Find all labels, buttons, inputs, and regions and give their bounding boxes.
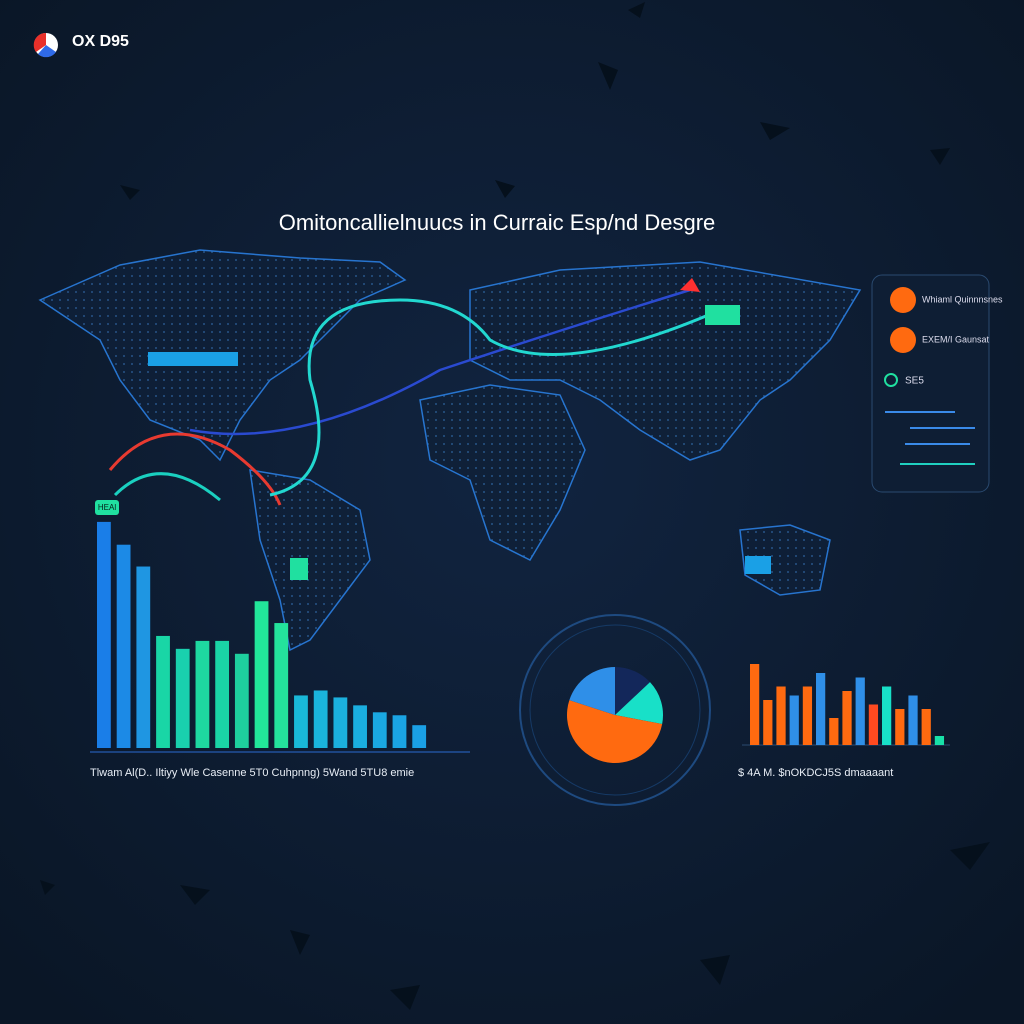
bar <box>908 695 918 745</box>
bar <box>195 640 210 748</box>
bar <box>333 697 348 748</box>
bar <box>97 521 111 748</box>
panel-icon <box>890 287 916 313</box>
bar <box>882 686 892 745</box>
pie-slice <box>615 682 663 724</box>
bar <box>855 677 865 745</box>
bar <box>776 686 786 745</box>
chart-caption: $ 4A M. $nOKDCJ5S dmaaaant <box>738 767 893 779</box>
pie-ring <box>519 614 711 806</box>
bar <box>136 566 151 748</box>
pie-slice <box>566 700 663 764</box>
bar <box>313 690 328 748</box>
logo-text: OX D95 <box>72 33 129 50</box>
bar <box>116 544 131 748</box>
pie-slice <box>615 667 650 715</box>
bar <box>842 691 852 745</box>
bar <box>294 695 308 748</box>
pie-ring <box>529 624 701 796</box>
panel-code: SE5 <box>905 376 924 387</box>
panel-icon <box>884 373 898 387</box>
bar <box>750 664 760 745</box>
bar <box>816 673 826 745</box>
bar <box>789 695 799 745</box>
bar <box>802 686 813 745</box>
logo-icon-red <box>33 32 46 52</box>
title: Omitoncallielnuucs in Curraic Esp/nd Des… <box>279 210 716 235</box>
panel-box <box>871 274 990 493</box>
bar <box>215 640 230 748</box>
logo-icon-blue <box>38 45 56 58</box>
bar <box>254 601 269 748</box>
panel-item: EXEM/I Gaunsat <box>922 334 990 344</box>
bar <box>763 700 773 745</box>
panel-icon <box>890 327 916 353</box>
bar <box>372 712 387 748</box>
chart-caption: Tlwam Al(D.. Iltiyy Wle Casenne 5T0 Cuhp… <box>90 767 414 779</box>
bar <box>353 705 367 748</box>
shards <box>40 2 990 1010</box>
badge: HEAl <box>98 503 116 512</box>
pie-slice <box>569 667 615 715</box>
bar <box>829 718 839 745</box>
bar <box>156 635 170 748</box>
panel-item: Whiaml Quinnnsnes <box>922 294 1003 304</box>
bar <box>895 709 905 745</box>
world-map: HEAl <box>38 249 862 652</box>
panel-lines <box>885 411 975 465</box>
bar <box>868 704 879 745</box>
bar <box>234 653 249 748</box>
bar <box>274 623 289 748</box>
side-panel: Whiaml Quinnnsnes EXEM/I Gaunsat SE5 <box>871 274 1003 493</box>
bar <box>412 725 427 748</box>
bar <box>392 715 407 748</box>
bar <box>934 736 945 745</box>
bar <box>921 709 931 745</box>
bar <box>175 648 190 748</box>
